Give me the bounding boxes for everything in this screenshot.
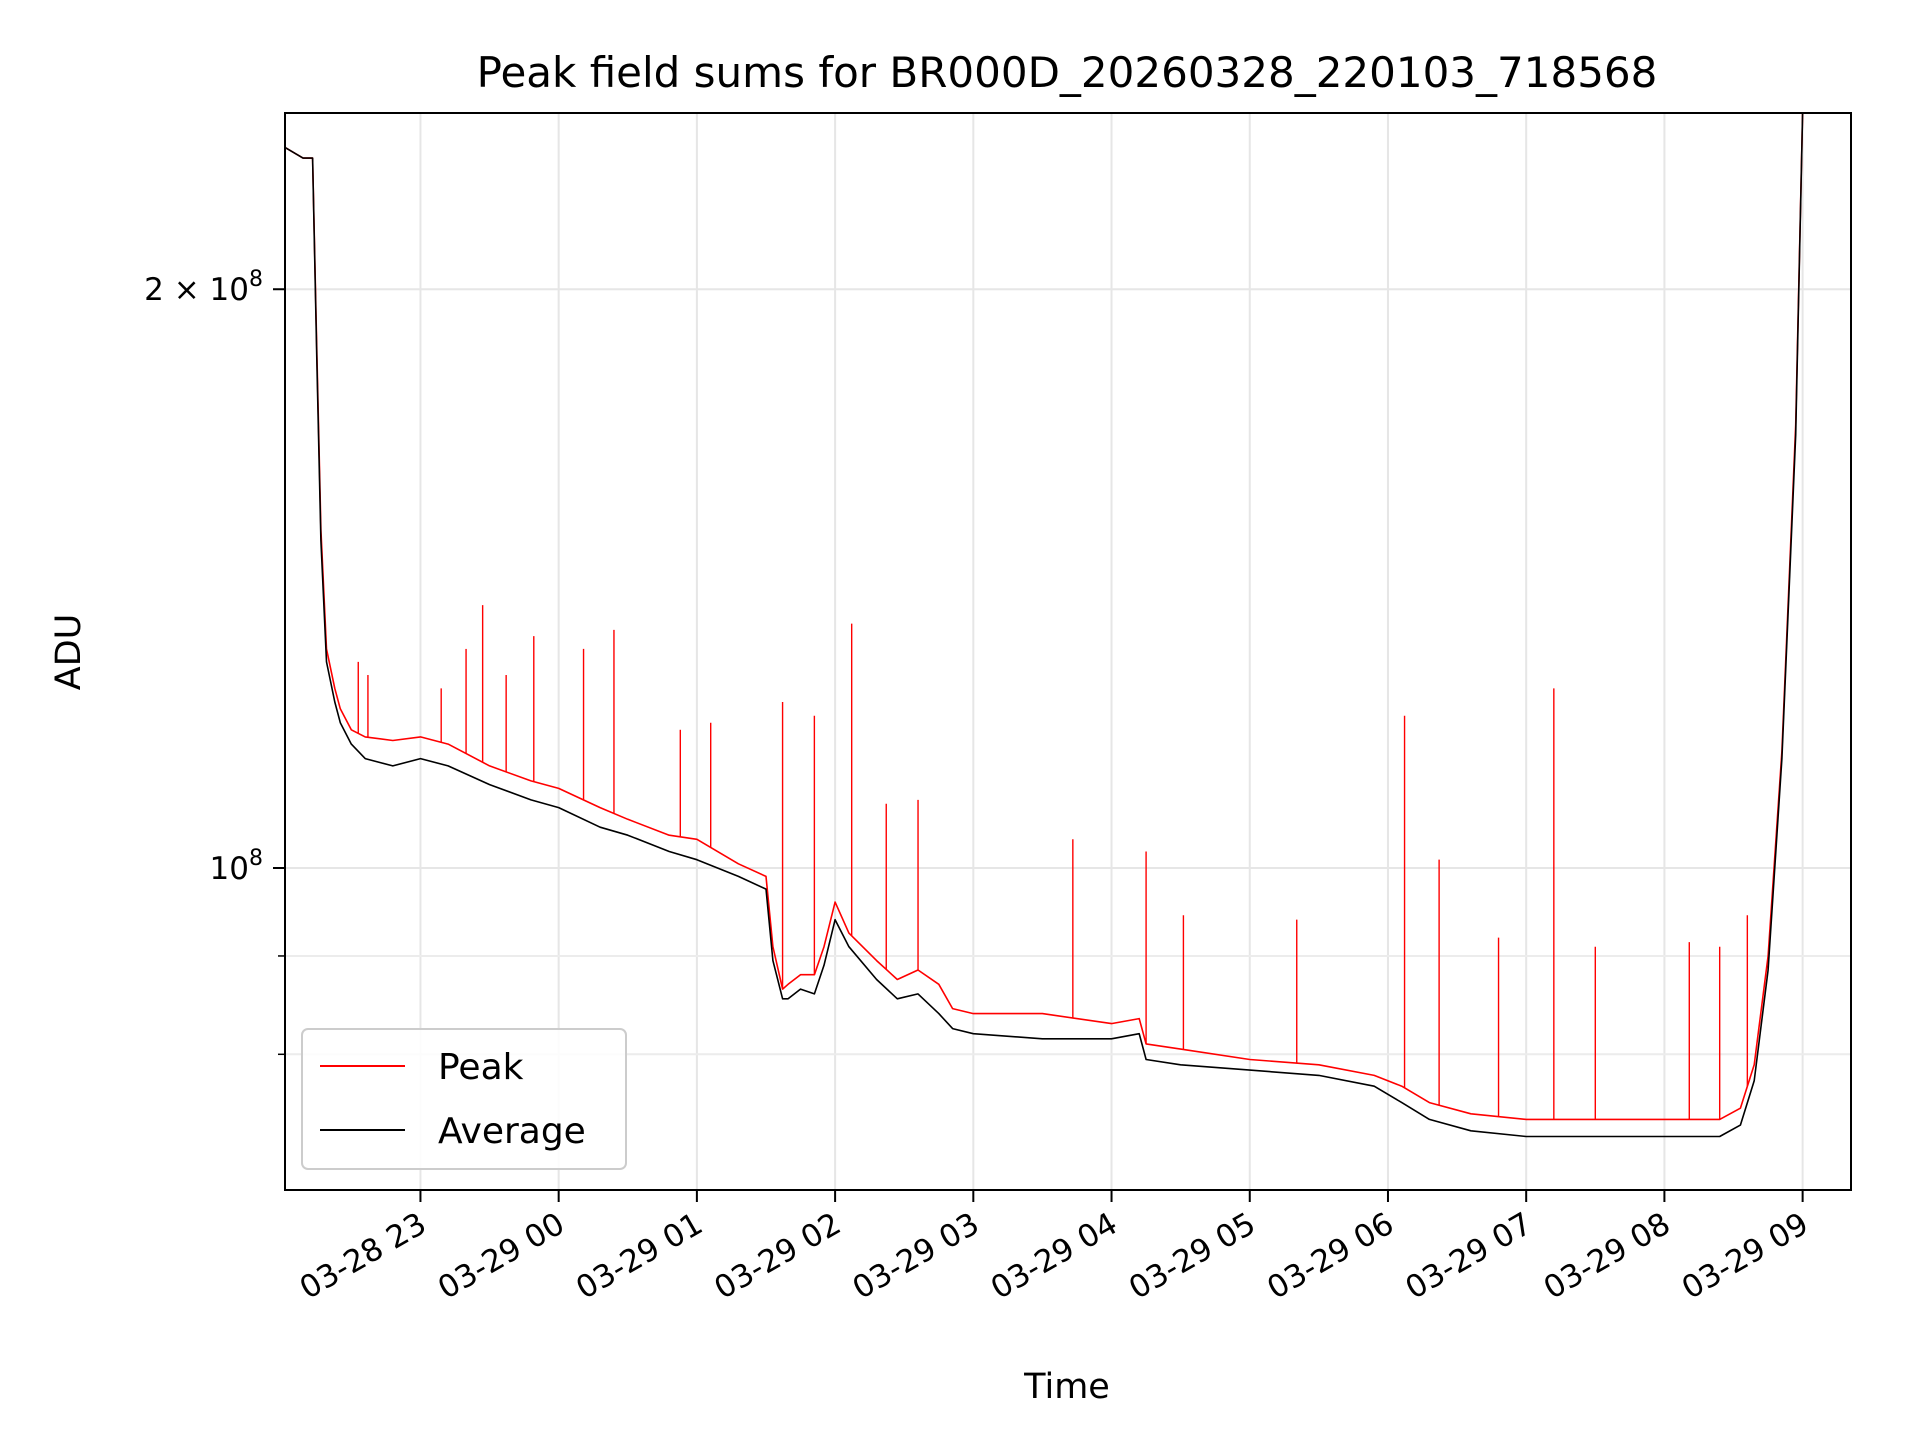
legend: Peak Average bbox=[301, 1028, 627, 1170]
y-tick-label: 2 × 108 bbox=[144, 267, 263, 308]
legend-average-label: Average bbox=[438, 1111, 586, 1152]
y-axis-label: ADU bbox=[49, 614, 89, 691]
chart-title: Peak field sums for BR000D_20260328_2201… bbox=[477, 48, 1658, 97]
x-axis-label: Time bbox=[1023, 1367, 1110, 1407]
plot-frame bbox=[284, 112, 1852, 1191]
grid bbox=[285, 113, 1851, 1190]
legend-box bbox=[301, 1028, 627, 1170]
series-average-line bbox=[285, 113, 1804, 1138]
series-peak-line bbox=[285, 113, 1804, 1121]
legend-peak-label: Peak bbox=[438, 1047, 524, 1088]
y-tick-label: 108 bbox=[210, 846, 263, 887]
series-layer bbox=[285, 113, 1804, 1138]
y-axis: 2 × 108 108 bbox=[144, 267, 285, 1056]
